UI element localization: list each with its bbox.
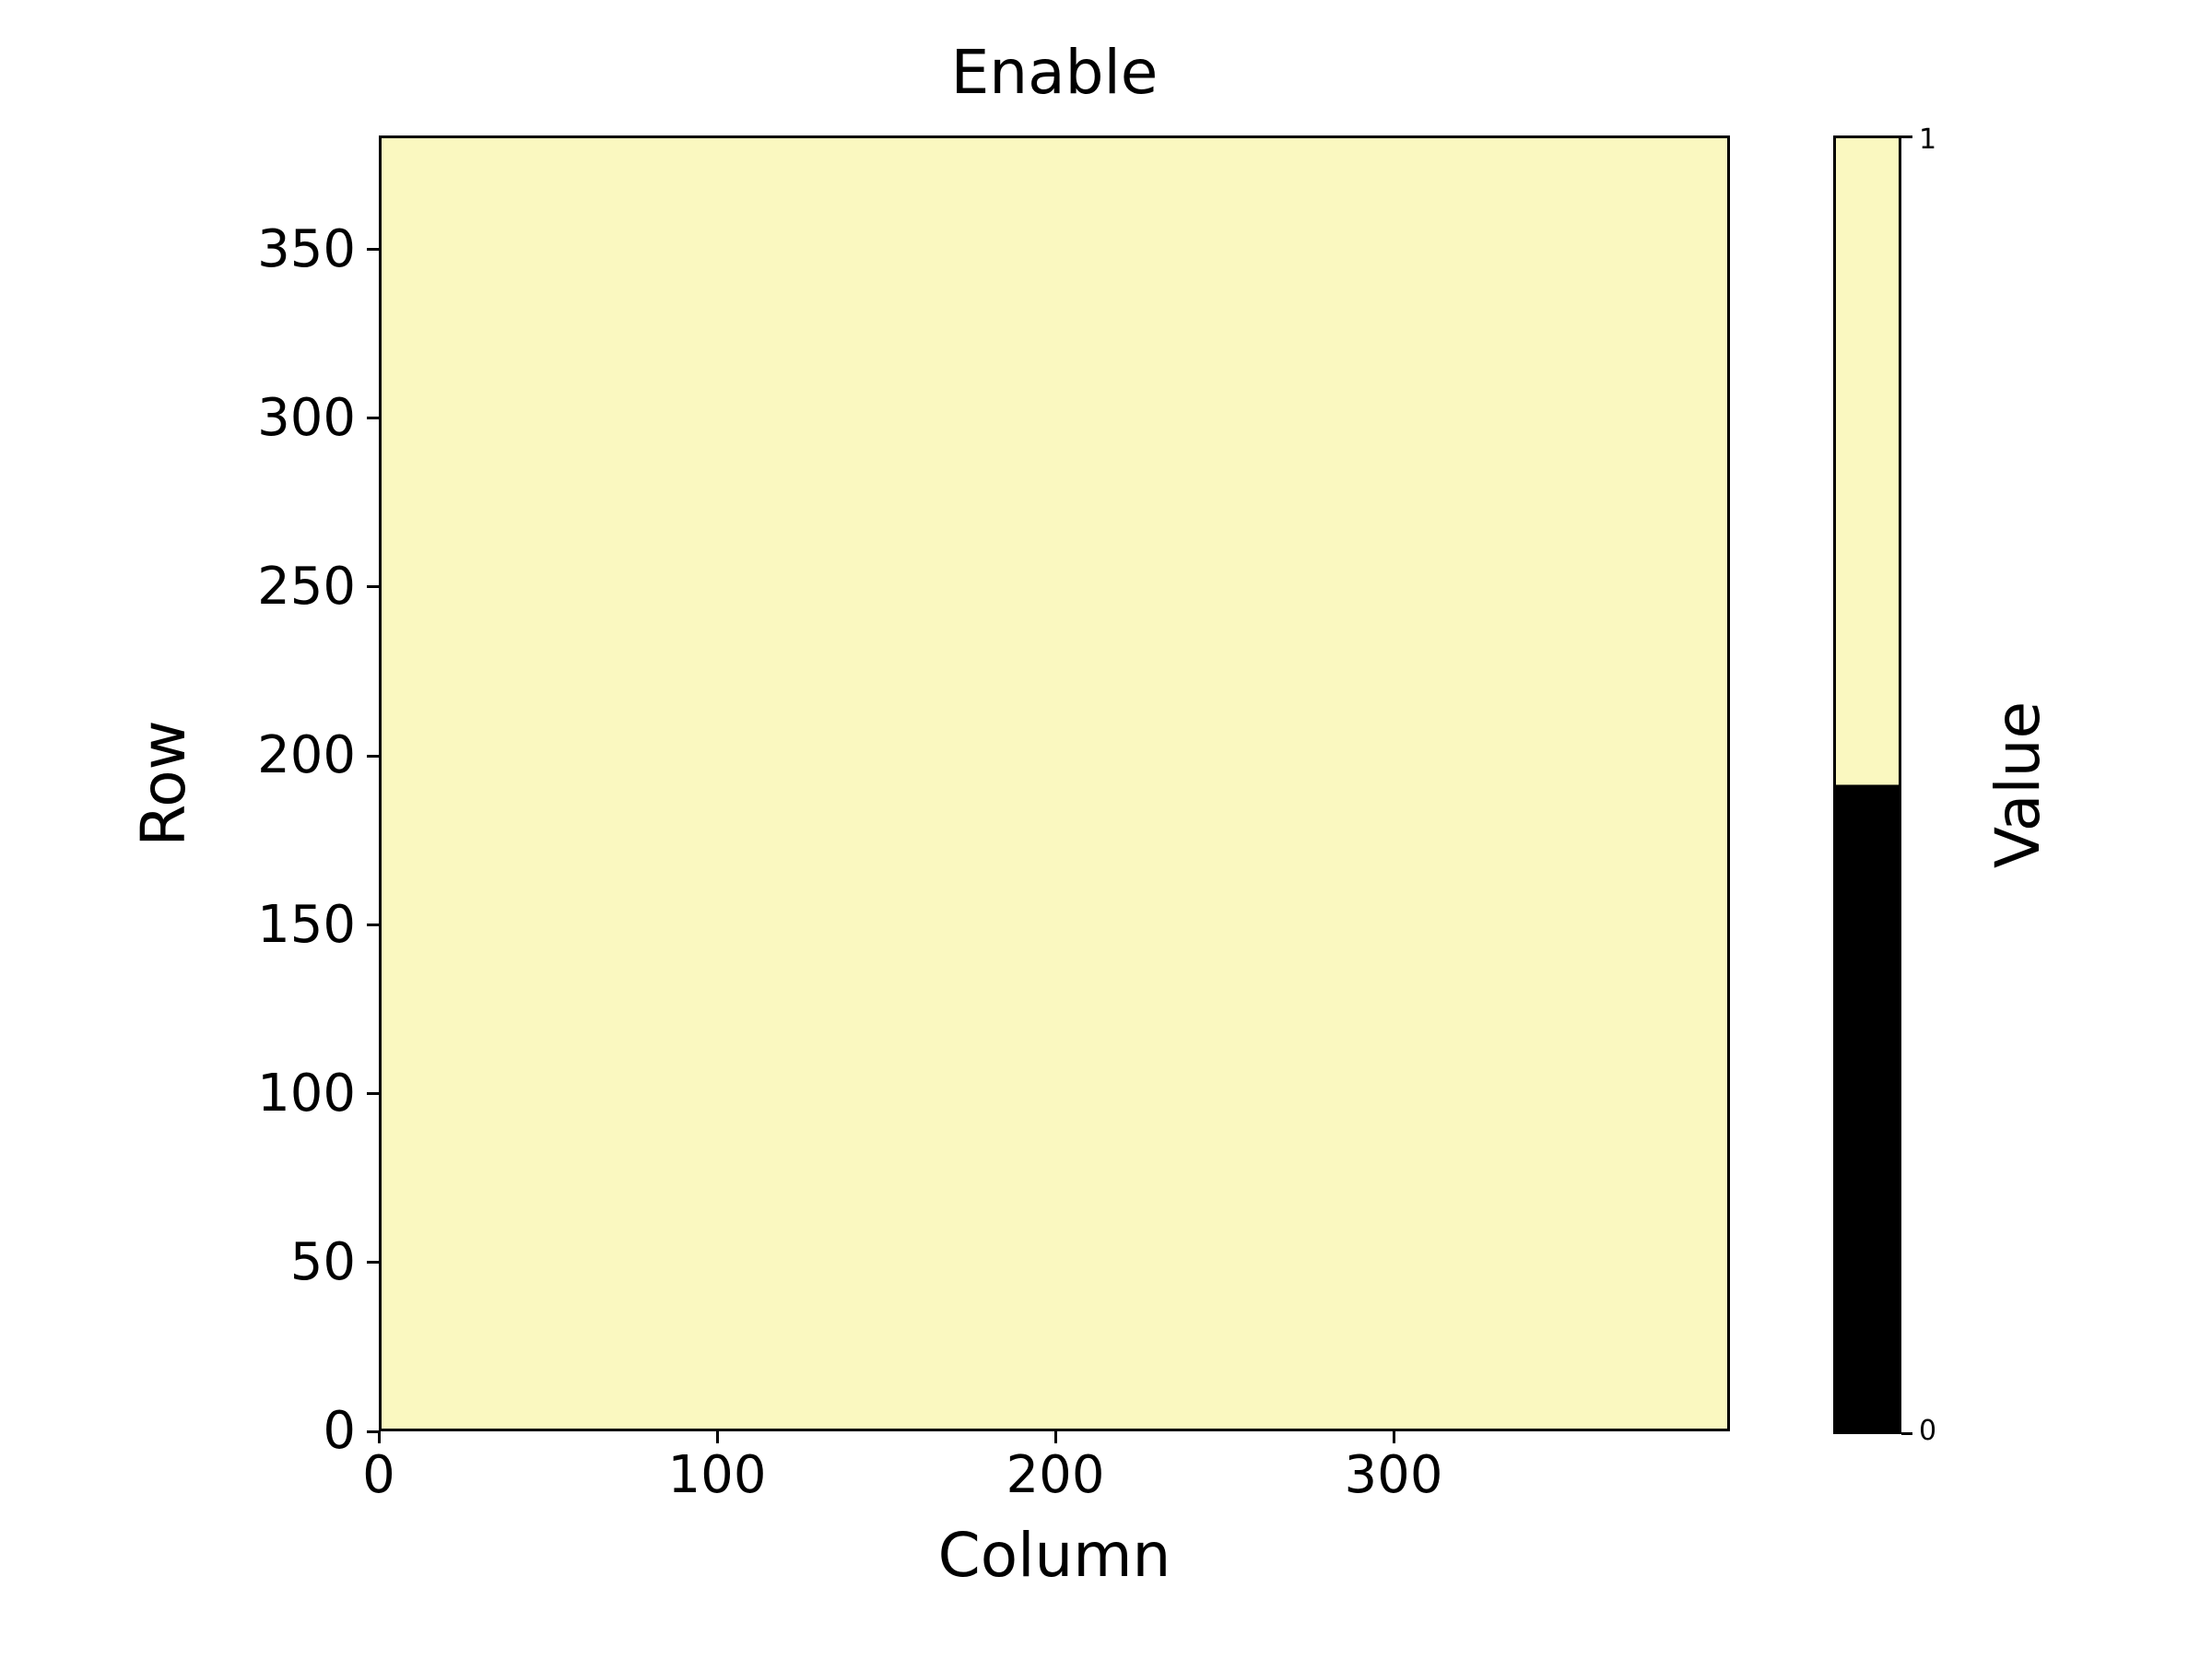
ytick-mark-50 [367, 1261, 379, 1264]
heatmap-image [382, 138, 1727, 1429]
ytick-label-250: 250 [257, 557, 356, 617]
ytick-label-350: 350 [257, 219, 356, 279]
x-axis-label: Column [937, 1520, 1171, 1591]
xtick-label-0: 0 [362, 1445, 395, 1505]
ytick-label-100: 100 [257, 1064, 356, 1124]
ytick-mark-350 [367, 248, 379, 251]
ytick-mark-150 [367, 924, 379, 926]
ytick-label-300: 300 [257, 388, 356, 448]
colorbar-tick-mark-0 [1901, 1432, 1912, 1435]
xtick-mark-3 [1393, 1431, 1395, 1443]
ytick-label-0: 0 [323, 1401, 356, 1461]
colorbar-label: Value [1983, 700, 2053, 869]
colorbar-tick-label-0: 0 [1919, 1415, 1937, 1447]
ytick-mark-200 [367, 755, 379, 758]
page-title: Enable [950, 37, 1159, 108]
xtick-mark-1 [716, 1431, 719, 1443]
xtick-label-1: 100 [667, 1445, 767, 1505]
xtick-mark-2 [1054, 1431, 1057, 1443]
ytick-mark-0 [367, 1430, 379, 1433]
ytick-label-150: 150 [257, 895, 356, 955]
ytick-label-200: 200 [257, 725, 356, 785]
y-axis-label: Row [128, 720, 199, 847]
colorbar-tick-mark-1 [1901, 135, 1912, 138]
xtick-label-3: 300 [1344, 1445, 1443, 1505]
heatmap-axes[interactable] [379, 135, 1730, 1431]
colorbar-gradient [1836, 138, 1899, 1431]
ytick-mark-300 [367, 417, 379, 419]
colorbar-tick-label-1: 1 [1919, 124, 1937, 156]
xtick-label-2: 200 [1006, 1445, 1105, 1505]
ytick-mark-250 [367, 585, 379, 588]
xtick-mark-0 [378, 1431, 381, 1443]
ytick-label-50: 50 [289, 1232, 356, 1292]
colorbar[interactable] [1833, 135, 1901, 1434]
ytick-mark-100 [367, 1092, 379, 1095]
